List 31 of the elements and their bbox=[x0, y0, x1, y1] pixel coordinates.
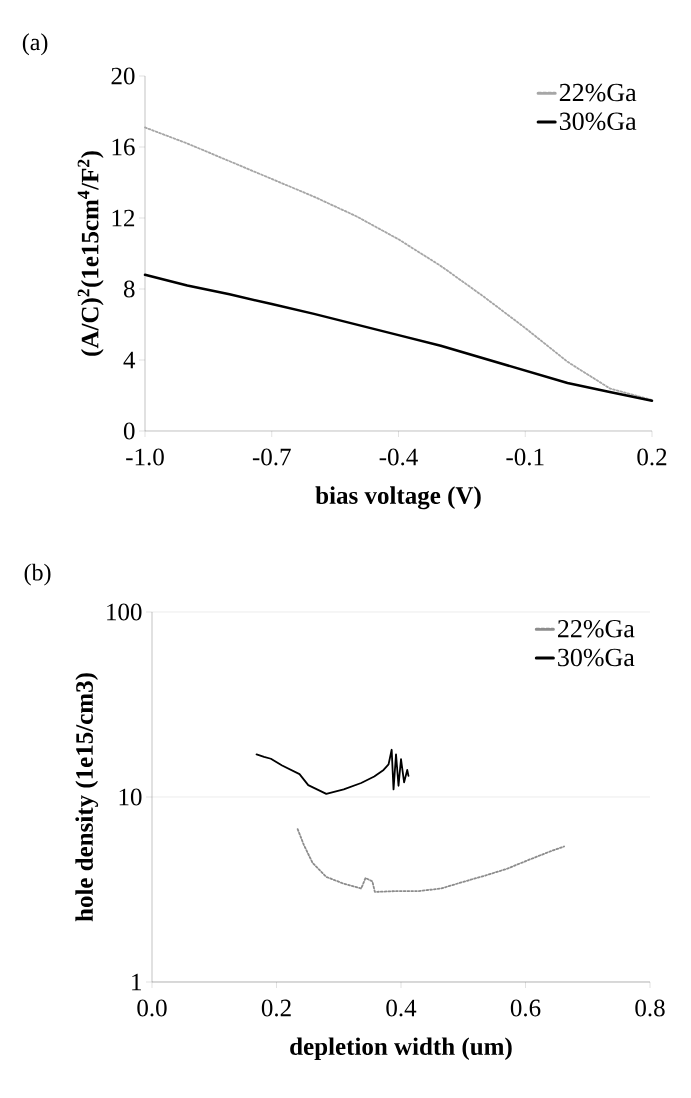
text: (a) bbox=[22, 33, 48, 56]
x-tick-label: -0.1 bbox=[506, 448, 544, 466]
x-tick-label: 0.8 bbox=[635, 999, 665, 1017]
y-tick-label: 100 bbox=[107, 603, 142, 621]
x-axis-title: depletion width (um) bbox=[290, 1037, 512, 1061]
y-tick-label: 0 bbox=[123, 422, 135, 440]
legend-label: 22%Ga bbox=[558, 619, 635, 638]
y-tick-label: 1 bbox=[132, 973, 141, 991]
x-tick-label: 0.2 bbox=[637, 448, 667, 466]
y-tick-label: 16 bbox=[112, 138, 135, 156]
y-axis-title: (A/C)$^{2}$(1e15cm$^{4}$/F$^{2}$) bbox=[77, 151, 104, 356]
legend-label: 30%Ga bbox=[559, 112, 637, 131]
x-axis-title: bias voltage (V) bbox=[315, 486, 481, 510]
legend-label: 22%Ga bbox=[559, 83, 637, 102]
x-tick-label: -1.0 bbox=[126, 448, 164, 466]
y-axis-title: hole density (1e15/cm3) bbox=[75, 673, 99, 922]
legend-label: 30%Ga bbox=[558, 648, 635, 667]
y-tick-label: 8 bbox=[123, 280, 135, 298]
line-series bbox=[296, 828, 565, 893]
x-tick-label: 0.4 bbox=[386, 999, 417, 1017]
y-tick-label: 10 bbox=[119, 788, 142, 806]
x-tick-label: 0.6 bbox=[510, 999, 541, 1017]
x-tick-label: 0.0 bbox=[137, 999, 167, 1017]
x-tick-label: -0.7 bbox=[252, 448, 291, 466]
x-tick-label: -0.4 bbox=[379, 448, 418, 466]
y-tick-label: 4 bbox=[123, 351, 136, 369]
y-tick-label: 20 bbox=[111, 67, 135, 85]
x-tick-label: 0.2 bbox=[261, 999, 291, 1017]
line-series bbox=[255, 748, 410, 795]
y-tick-label: 12 bbox=[112, 209, 135, 227]
text: (b) bbox=[24, 563, 51, 586]
